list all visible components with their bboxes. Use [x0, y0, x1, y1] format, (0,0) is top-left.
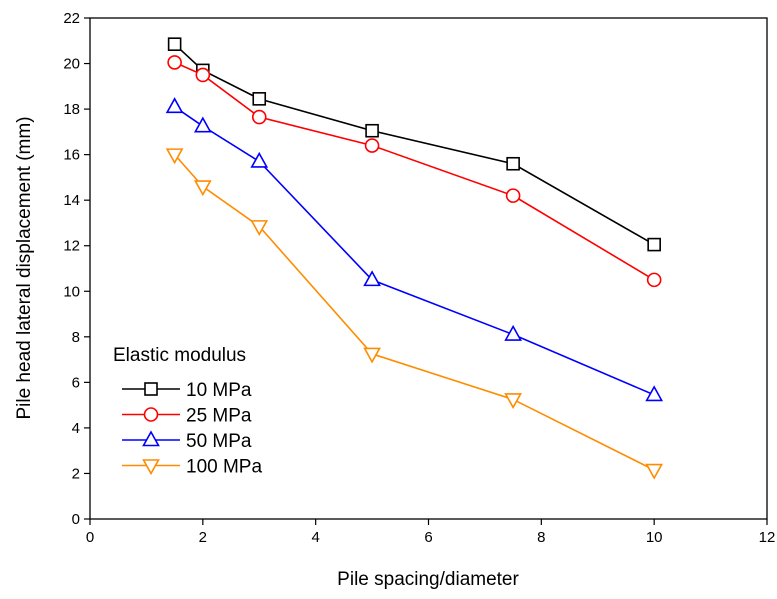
x-tick-label: 8	[537, 529, 545, 546]
x-tick-label: 6	[424, 529, 432, 546]
y-tick-label: 8	[72, 329, 80, 346]
data-point	[645, 463, 664, 480]
series-50-mpa	[165, 97, 664, 402]
legend-label: 50 MPa	[186, 431, 252, 452]
y-tick-label: 14	[63, 192, 80, 209]
data-point	[504, 324, 522, 341]
series-line	[174, 43, 655, 246]
data-point	[193, 116, 212, 133]
data-point	[505, 188, 521, 203]
data-point	[165, 148, 184, 165]
data-point	[504, 393, 522, 410]
y-tick-label: 4	[72, 420, 80, 437]
x-tick-label: 0	[86, 529, 94, 546]
data-point	[646, 272, 662, 288]
legend: Elastic modulus 10 MPa 25 MPa 50 MPa 100 MP…	[113, 345, 262, 478]
data-point	[506, 156, 520, 171]
data-point	[645, 385, 664, 402]
y-tick-label: 12	[63, 238, 80, 255]
y-tick-label: 16	[63, 147, 80, 164]
y-tick-label: 22	[63, 10, 80, 27]
data-point	[167, 55, 182, 70]
legend-label: 10 MPa	[186, 380, 252, 401]
legend-marker	[142, 459, 160, 476]
data-point	[363, 347, 381, 364]
x-axis-label: Pile spacing/diameter	[337, 569, 519, 590]
axis-ticks: 0 2 4 6 8 10 12 0 2 4 6 8 10 12 14 16 18 20 22	[63, 10, 775, 546]
series-line	[174, 106, 655, 396]
data-point	[251, 109, 267, 125]
data-point	[193, 180, 212, 197]
y-tick-label: 18	[63, 101, 80, 118]
data-point	[167, 37, 182, 51]
legend-label: 100 MPa	[186, 457, 262, 478]
series-line	[174, 61, 655, 281]
legend-title: Elastic modulus	[113, 345, 246, 366]
y-axis-label: Pile head lateral displacement (mm)	[14, 116, 35, 419]
data-point	[365, 123, 379, 138]
data-point	[250, 220, 269, 237]
y-tick-label: 0	[72, 511, 80, 528]
y-tick-label: 6	[72, 374, 80, 391]
data-point	[364, 138, 380, 153]
x-tick-label: 12	[759, 529, 776, 546]
series-10-mpa	[167, 37, 661, 252]
legend-marker	[143, 407, 159, 422]
legend-marker	[144, 382, 158, 396]
data-point	[165, 97, 184, 114]
series-25-mpa	[167, 55, 662, 288]
x-tick-label: 4	[311, 529, 319, 546]
y-tick-label: 20	[63, 56, 80, 73]
data-point	[647, 237, 661, 252]
x-tick-label: 2	[199, 529, 207, 546]
legend-label: 25 MPa	[186, 406, 252, 427]
x-tick-label: 10	[646, 529, 663, 546]
y-tick-label: 10	[63, 283, 80, 300]
legend-marker	[142, 430, 160, 447]
y-tick-label: 2	[72, 465, 80, 482]
data-point	[252, 92, 267, 106]
series-layer	[165, 37, 664, 480]
data-point	[363, 270, 381, 287]
data-point	[195, 67, 211, 83]
data-point	[250, 151, 269, 168]
series-100-mpa	[165, 148, 664, 480]
